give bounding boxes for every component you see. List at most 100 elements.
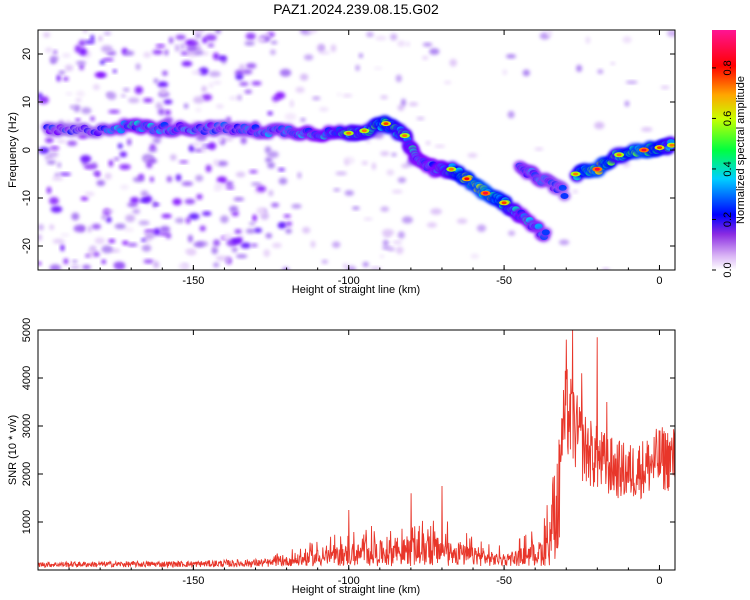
noise-speckle (342, 94, 353, 98)
noise-speckle (215, 104, 224, 109)
noise-speckle (139, 198, 148, 203)
noise-speckle (38, 224, 44, 231)
noise-speckle (307, 30, 318, 34)
noise-speckle (87, 226, 92, 233)
noise-speckle (546, 30, 552, 37)
noise-speckle (172, 198, 182, 206)
noise-speckle (90, 116, 95, 122)
noise-speckle (252, 214, 257, 222)
noise-speckle (270, 40, 278, 45)
noise-speckle (282, 266, 290, 270)
noise-speckle (289, 99, 294, 108)
snr-marks (38, 330, 675, 569)
noise-speckle (204, 34, 217, 42)
noise-speckle (98, 35, 103, 42)
noise-speckle (49, 146, 60, 150)
noise-speckle (38, 234, 43, 241)
noise-speckle (155, 102, 163, 110)
noise-speckle (397, 231, 405, 239)
noise-speckle (153, 261, 160, 269)
colorbar-gradient (712, 30, 736, 270)
noise-speckle (597, 69, 604, 74)
noise-speckle (369, 266, 382, 270)
ridge-cell (560, 193, 569, 199)
noise-speckle (127, 243, 138, 247)
noise-speckle (267, 162, 275, 169)
noise-speckle (319, 107, 329, 112)
y-tick-label: -10 (21, 190, 33, 206)
noise-speckle (624, 100, 630, 107)
noise-speckle (73, 224, 86, 233)
noise-speckle (244, 89, 253, 94)
noise-speckle (397, 177, 407, 184)
noise-speckle (277, 222, 286, 229)
noise-speckle (397, 104, 405, 111)
noise-speckle (270, 49, 276, 55)
ridge-peak-core (448, 167, 454, 171)
y-tick-label: 4000 (21, 366, 33, 390)
noise-speckle (188, 144, 195, 152)
noise-speckle (239, 81, 249, 86)
noise-speckle (224, 256, 231, 264)
noise-speckle (125, 214, 136, 223)
noise-speckle (175, 174, 182, 182)
noise-speckle (141, 244, 152, 252)
ridge-peak-core (402, 134, 408, 138)
noise-speckle (122, 240, 129, 245)
noise-speckle (78, 39, 86, 47)
noise-speckle (660, 85, 670, 90)
noise-speckle (470, 253, 479, 259)
noise-speckle (395, 74, 402, 83)
ridge-peak-core (346, 131, 352, 135)
noise-speckle (102, 58, 114, 62)
ridge-peak-core (616, 153, 622, 157)
noise-speckle (51, 176, 64, 181)
noise-speckle (75, 98, 82, 102)
noise-speckle (235, 171, 246, 178)
noise-speckle (286, 221, 293, 226)
noise-speckle (225, 181, 234, 187)
noise-speckle (235, 237, 243, 244)
noise-speckle (622, 161, 631, 168)
noise-speckle (332, 241, 341, 248)
noise-speckle (267, 111, 273, 116)
noise-speckle (75, 60, 87, 65)
noise-speckle (391, 189, 403, 194)
x-tick-label: -150 (182, 575, 204, 587)
noise-speckle (380, 95, 388, 100)
noise-speckle (240, 136, 247, 145)
noise-speckle (165, 233, 172, 239)
noise-speckle (58, 70, 66, 75)
noise-speckle (149, 143, 156, 151)
noise-speckle (52, 238, 65, 244)
noise-speckle (248, 222, 256, 226)
noise-speckle (208, 71, 221, 77)
noise-speckle (101, 245, 113, 254)
noise-speckle (157, 108, 165, 116)
noise-speckle (382, 239, 389, 247)
noise-speckle (272, 242, 282, 249)
noise-speckle (180, 51, 188, 56)
noise-speckle (264, 33, 271, 38)
spectrogram-x-ticks: -150 -100 -50 0 (68, 30, 663, 287)
noise-speckle (271, 202, 280, 208)
noise-speckle (93, 251, 100, 257)
noise-speckle (107, 91, 117, 100)
noise-speckle (422, 42, 433, 47)
noise-speckle (175, 34, 186, 40)
noise-speckle (186, 217, 191, 224)
noise-speckle (162, 70, 168, 76)
noise-speckle (245, 228, 255, 234)
noise-speckle (80, 196, 89, 201)
noise-speckle (187, 234, 193, 243)
noise-speckle (83, 30, 88, 34)
noise-speckle (220, 215, 229, 224)
y-tick-label: 5000 (21, 318, 33, 342)
noise-speckle (344, 190, 354, 196)
noise-speckle (56, 74, 61, 82)
noise-speckle (127, 202, 138, 208)
noise-speckle (126, 138, 132, 146)
ridge-peak-core (669, 143, 675, 147)
